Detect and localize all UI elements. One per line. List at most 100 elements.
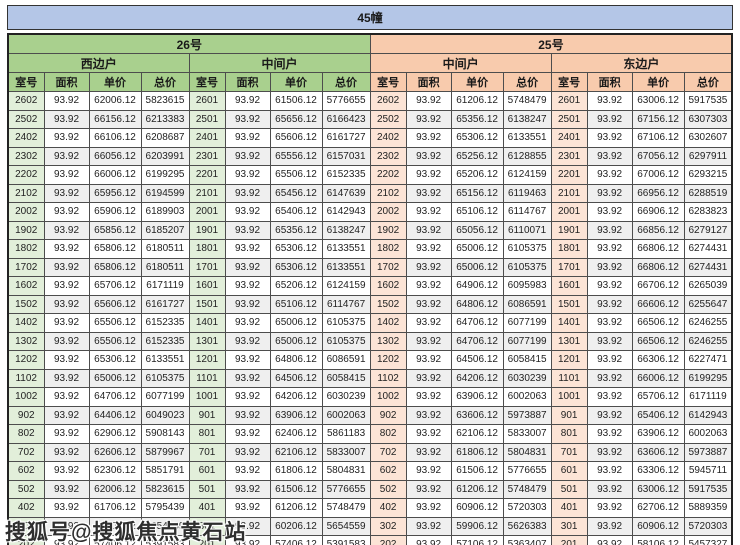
room-cell: 2602 xyxy=(369,91,407,111)
room-cell: 802 xyxy=(369,424,407,444)
area-cell: 93.92 xyxy=(586,276,633,296)
area-cell: 93.92 xyxy=(405,479,452,499)
room-cell: 302 xyxy=(7,516,45,536)
unit-price-cell: 64706.12 xyxy=(88,387,142,407)
unit-price-cell: 65406.12 xyxy=(631,405,685,425)
area-cell: 93.92 xyxy=(586,461,633,481)
room-cell: 301 xyxy=(188,516,226,536)
unit-price-cell: 65156.12 xyxy=(450,183,504,203)
unit-price-cell: 57106.12 xyxy=(450,535,504,545)
room-cell: 2002 xyxy=(7,202,45,222)
room-cell: 1402 xyxy=(7,313,45,333)
total-price-cell: 5833007 xyxy=(502,424,552,444)
unit-price-cell: 63606.12 xyxy=(450,405,504,425)
room-cell: 1301 xyxy=(550,331,588,351)
total-price-cell: 6114767 xyxy=(321,294,371,314)
total-price-cell: 5748479 xyxy=(502,479,552,499)
total-price-cell: 6110071 xyxy=(502,220,552,240)
unit-price-cell: 65556.12 xyxy=(269,146,323,166)
area-cell: 93.92 xyxy=(224,442,271,462)
total-price-cell: 6142943 xyxy=(321,202,371,222)
col-header-room: 室号 xyxy=(188,72,226,92)
area-cell: 93.92 xyxy=(43,91,90,111)
room-cell: 1101 xyxy=(188,368,226,388)
total-price-cell: 6279127 xyxy=(683,220,733,240)
unit-price-cell: 65306.12 xyxy=(88,350,142,370)
room-cell: 1301 xyxy=(188,331,226,351)
area-cell: 93.92 xyxy=(224,146,271,166)
unit-price-cell: 65456.12 xyxy=(269,183,323,203)
col-header-total-price: 总价 xyxy=(140,72,190,92)
total-price-cell: 5363407 xyxy=(502,535,552,545)
area-cell: 93.92 xyxy=(405,387,452,407)
area-cell: 93.92 xyxy=(43,165,90,185)
unit-price-cell: 66856.12 xyxy=(631,220,685,240)
room-cell: 1102 xyxy=(369,368,407,388)
unit-price-cell: 61506.12 xyxy=(269,479,323,499)
section-header-west: 西边户 xyxy=(7,53,190,73)
unit-price-cell: 65706.12 xyxy=(88,276,142,296)
unit-price-cell: 65856.12 xyxy=(88,220,142,240)
unit-price-cell: 64706.12 xyxy=(450,313,504,333)
total-price-cell: 6180511 xyxy=(140,239,190,259)
unit-price-cell: 65606.12 xyxy=(88,294,142,314)
area-cell: 93.92 xyxy=(405,257,452,277)
room-cell: 201 xyxy=(550,535,588,545)
area-cell: 93.92 xyxy=(224,368,271,388)
unit-price-cell: 64206.12 xyxy=(450,368,504,388)
room-cell: 802 xyxy=(7,424,45,444)
room-cell: 2502 xyxy=(369,109,407,129)
total-price-cell: 6086591 xyxy=(321,350,371,370)
unit-price-cell: 67106.12 xyxy=(631,128,685,148)
total-price-cell: 6147639 xyxy=(321,183,371,203)
unit-price-cell: 65006.12 xyxy=(88,368,142,388)
room-cell: 302 xyxy=(369,516,407,536)
total-price-cell: 6058415 xyxy=(502,350,552,370)
room-cell: 2102 xyxy=(7,183,45,203)
area-cell: 93.92 xyxy=(405,128,452,148)
table-row: 702 93.92 62606.12 5879967 701 93.92 62106.12 5… xyxy=(7,442,733,462)
area-cell: 93.92 xyxy=(405,165,452,185)
total-price-cell: 6002063 xyxy=(321,405,371,425)
total-price-cell: 6213383 xyxy=(140,109,190,129)
unit-price-cell: 65506.12 xyxy=(88,331,142,351)
unit-price-cell: 65206.12 xyxy=(450,165,504,185)
unit-price-cell: 66806.12 xyxy=(631,257,685,277)
room-cell: 1401 xyxy=(550,313,588,333)
area-cell: 93.92 xyxy=(586,257,633,277)
area-cell: 93.92 xyxy=(586,479,633,499)
area-cell: 93.92 xyxy=(405,220,452,240)
area-cell: 93.92 xyxy=(586,331,633,351)
area-cell: 93.92 xyxy=(224,461,271,481)
unit-price-cell: 61506.12 xyxy=(269,91,323,111)
table-row: 202 93.92 57406.12 5391583 201 93.92 57406.12 5… xyxy=(7,535,733,545)
room-cell: 1702 xyxy=(369,257,407,277)
table-row: 602 93.92 62306.12 5851791 601 93.92 61806.12 5… xyxy=(7,461,733,481)
total-price-cell: 6227471 xyxy=(683,350,733,370)
unit-price-cell: 61206.12 xyxy=(450,91,504,111)
unit-price-cell: 65706.12 xyxy=(631,387,685,407)
total-price-cell: 5973887 xyxy=(683,442,733,462)
room-cell: 1902 xyxy=(369,220,407,240)
area-cell: 93.92 xyxy=(43,220,90,240)
unit-price-cell: 65206.12 xyxy=(269,276,323,296)
unit-price-cell: 65356.12 xyxy=(450,109,504,129)
total-price-cell: 6246255 xyxy=(683,331,733,351)
area-cell: 93.92 xyxy=(224,109,271,129)
room-cell: 402 xyxy=(7,498,45,518)
room-cell: 1001 xyxy=(550,387,588,407)
total-price-cell: 6105375 xyxy=(321,331,371,351)
area-cell: 93.92 xyxy=(586,165,633,185)
area-cell: 93.92 xyxy=(586,128,633,148)
room-cell: 402 xyxy=(369,498,407,518)
area-cell: 93.92 xyxy=(224,257,271,277)
unit-price-cell: 65906.12 xyxy=(88,202,142,222)
unit-price-cell: 64406.12 xyxy=(88,405,142,425)
total-price-cell: 6049023 xyxy=(140,405,190,425)
total-price-cell: 6138247 xyxy=(321,220,371,240)
unit-price-cell: 66956.12 xyxy=(631,183,685,203)
unit-price-cell: 63606.12 xyxy=(631,442,685,462)
total-price-cell: 6208687 xyxy=(140,128,190,148)
total-price-cell: 6030239 xyxy=(321,387,371,407)
room-cell: 601 xyxy=(188,461,226,481)
